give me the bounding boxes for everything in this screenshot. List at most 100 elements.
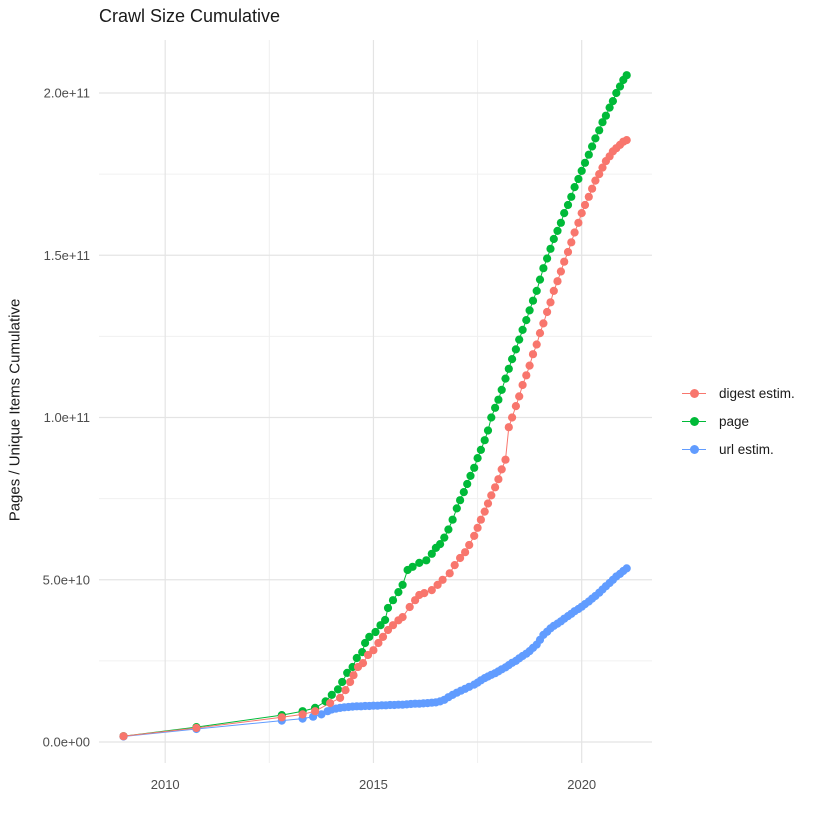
data-point bbox=[608, 97, 618, 106]
data-point bbox=[546, 244, 555, 253]
data-point bbox=[584, 192, 593, 201]
data-point bbox=[560, 257, 569, 266]
data-point bbox=[405, 602, 414, 612]
data-point bbox=[497, 385, 506, 394]
data-point bbox=[535, 329, 545, 338]
data-point bbox=[518, 325, 527, 334]
data-point bbox=[119, 732, 128, 741]
data-point bbox=[577, 166, 586, 175]
data-point bbox=[456, 553, 465, 563]
data-point bbox=[452, 504, 461, 513]
data-point bbox=[487, 491, 496, 500]
data-point bbox=[473, 454, 482, 463]
data-point bbox=[378, 632, 388, 642]
data-point bbox=[525, 306, 534, 315]
data-point bbox=[549, 286, 558, 295]
y-tick-label: 2.0e+11 bbox=[44, 86, 90, 101]
data-point bbox=[556, 218, 566, 227]
y-tick-label: 5.0e+10 bbox=[43, 572, 90, 587]
data-point bbox=[491, 483, 500, 492]
data-point bbox=[383, 603, 393, 613]
data-point bbox=[438, 575, 447, 584]
data-point bbox=[473, 523, 482, 532]
data-point bbox=[522, 316, 531, 325]
series-points-digestestim bbox=[119, 136, 631, 741]
data-point bbox=[483, 426, 493, 435]
data-point bbox=[491, 403, 500, 412]
x-tick-label: 2010 bbox=[151, 777, 180, 792]
x-tick-label: 2015 bbox=[359, 777, 388, 792]
data-point bbox=[476, 445, 485, 454]
legend-label-page: page bbox=[719, 413, 750, 429]
data-point bbox=[440, 533, 449, 542]
data-point bbox=[622, 136, 631, 145]
data-point bbox=[480, 436, 489, 445]
legend-item-page: page bbox=[682, 407, 795, 435]
data-point bbox=[277, 713, 286, 722]
data-point bbox=[465, 540, 474, 550]
data-point bbox=[525, 361, 534, 370]
data-point bbox=[622, 71, 631, 80]
data-point bbox=[327, 690, 336, 700]
data-point bbox=[591, 134, 600, 143]
data-point bbox=[567, 238, 576, 247]
data-point bbox=[574, 218, 583, 227]
data-point bbox=[427, 549, 436, 558]
data-point bbox=[461, 548, 470, 557]
data-point bbox=[456, 496, 465, 505]
data-point bbox=[560, 209, 569, 218]
data-point bbox=[448, 515, 457, 524]
data-point bbox=[341, 686, 350, 695]
data-point bbox=[605, 103, 614, 112]
data-point bbox=[532, 340, 541, 349]
data-point bbox=[507, 355, 517, 364]
series-points-urlestim bbox=[119, 564, 631, 741]
y-tick-label: 1.5e+11 bbox=[44, 248, 90, 263]
data-point bbox=[398, 580, 407, 590]
data-point bbox=[612, 88, 621, 98]
data-point bbox=[501, 374, 510, 383]
data-point bbox=[543, 307, 552, 317]
data-point bbox=[333, 685, 343, 694]
y-axis-title: Pages / Unique Items Cumulative bbox=[6, 298, 24, 522]
data-point bbox=[598, 118, 607, 127]
data-point bbox=[408, 562, 417, 571]
data-point bbox=[522, 371, 531, 380]
data-point bbox=[445, 569, 454, 578]
data-point bbox=[352, 653, 361, 663]
data-point bbox=[567, 192, 576, 201]
data-point bbox=[365, 632, 374, 642]
data-point bbox=[427, 586, 436, 595]
data-point bbox=[598, 163, 607, 172]
data-point bbox=[532, 286, 541, 295]
data-point bbox=[480, 507, 489, 516]
legend-label-url: url estim. bbox=[719, 441, 774, 457]
data-point bbox=[494, 395, 503, 404]
data-point bbox=[317, 710, 326, 719]
data-point bbox=[422, 556, 431, 565]
data-point bbox=[528, 296, 538, 305]
data-point bbox=[311, 707, 320, 716]
y-tick-label: 0.0e+00 bbox=[43, 735, 90, 750]
data-point bbox=[459, 488, 468, 497]
data-point bbox=[374, 638, 383, 648]
data-point bbox=[343, 668, 352, 678]
data-point bbox=[444, 525, 453, 534]
data-point bbox=[470, 531, 479, 541]
data-point bbox=[326, 699, 335, 708]
data-point bbox=[298, 710, 307, 719]
data-point bbox=[515, 392, 524, 401]
data-point bbox=[553, 277, 562, 286]
data-point bbox=[601, 111, 611, 120]
data-point bbox=[528, 350, 538, 359]
data-point bbox=[507, 413, 517, 422]
legend-item-url: url estim. bbox=[682, 435, 795, 463]
data-point bbox=[539, 264, 548, 273]
data-point bbox=[450, 561, 459, 570]
data-point bbox=[363, 650, 373, 660]
data-point bbox=[518, 380, 527, 390]
data-point bbox=[487, 413, 496, 422]
data-point bbox=[346, 677, 355, 687]
data-point bbox=[584, 150, 593, 159]
